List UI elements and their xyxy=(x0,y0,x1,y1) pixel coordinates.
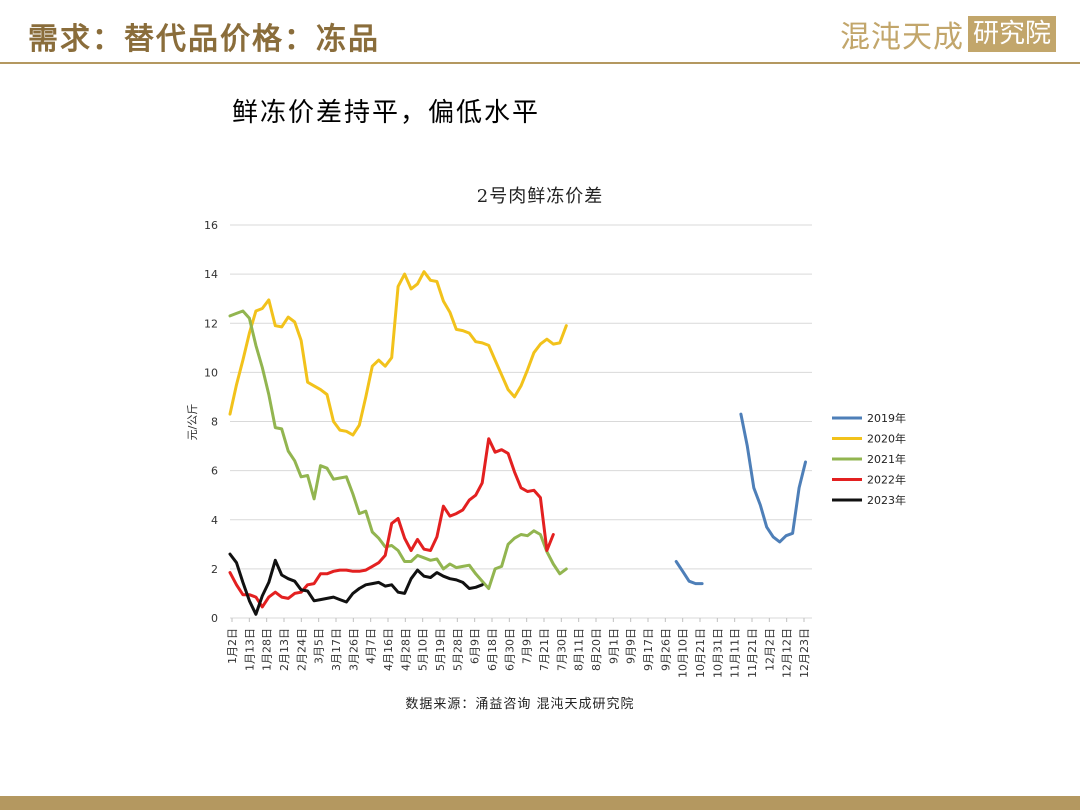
y-tick-label: 6 xyxy=(211,465,218,478)
x-tick-label: 4月28日 xyxy=(399,628,412,671)
y-axis-label: 元/公斤 xyxy=(186,404,199,441)
chart-legend: 2019年 2020年 2021年 2022年 2023年 xyxy=(832,411,906,507)
x-tick-label: 4月7日 xyxy=(365,628,378,664)
x-tick-label: 7月21日 xyxy=(538,628,551,671)
x-tick-label: 8月11日 xyxy=(573,628,586,671)
x-tick-label: 10月31日 xyxy=(711,628,724,678)
legend-label: 2022年 xyxy=(867,473,906,487)
legend-label: 2023年 xyxy=(867,493,906,507)
legend-label: 2020年 xyxy=(867,432,906,446)
series-line-2022年 xyxy=(228,437,555,609)
data-source-note: 数据来源：涌益咨询 混沌天成研究院 xyxy=(405,697,635,712)
y-tick-label: 2 xyxy=(211,563,218,576)
x-axis-ticks: 1月2日 1月13日 1月28日 2月13日 2月24日 3月5日 3月17日 3月26日 4月… xyxy=(226,618,811,678)
x-tick-label: 3月17日 xyxy=(330,628,343,671)
x-tick-label: 12月23日 xyxy=(798,628,811,678)
x-tick-label: 10月21日 xyxy=(694,628,707,678)
chart-gridlines xyxy=(230,224,812,619)
x-tick-label: 1月13日 xyxy=(243,628,256,671)
x-tick-label: 9月26日 xyxy=(659,628,672,671)
logo-box-text: 研究院 xyxy=(967,16,1056,52)
x-tick-label: 1月2日 xyxy=(226,628,239,664)
series-line-2023年 xyxy=(228,552,484,616)
y-tick-label: 10 xyxy=(204,366,218,379)
x-tick-label: 6月18日 xyxy=(486,628,499,671)
y-tick-label: 14 xyxy=(204,268,218,281)
x-tick-label: 5月28日 xyxy=(451,628,464,671)
x-tick-label: 9月9日 xyxy=(625,628,638,664)
x-tick-label: 2月13日 xyxy=(278,628,291,671)
x-tick-label: 3月5日 xyxy=(313,628,326,664)
x-tick-label: 9月17日 xyxy=(642,628,655,671)
company-logo: 混沌天成 研究院 xyxy=(840,12,1056,56)
series-line-2019年 xyxy=(674,560,704,586)
footer-bar xyxy=(0,796,1080,810)
x-tick-label: 4月16日 xyxy=(382,628,395,671)
chart-title: 2号肉鲜冻价差 xyxy=(476,186,604,207)
series-line-2021年 xyxy=(228,309,568,590)
series-line-2019年 xyxy=(739,412,807,544)
y-tick-label: 8 xyxy=(211,416,218,429)
logo-script-text: 混沌天成 xyxy=(839,20,964,55)
y-axis-ticks: 0 2 4 6 8 10 12 14 16 xyxy=(204,219,218,625)
x-tick-label: 2月24日 xyxy=(295,628,308,671)
x-tick-label: 7月30日 xyxy=(555,628,568,671)
header-divider xyxy=(0,62,1080,64)
x-tick-label: 9月1日 xyxy=(607,628,620,664)
x-tick-label: 3月26日 xyxy=(347,628,360,671)
x-tick-label: 12月12日 xyxy=(781,628,794,678)
chart-series-lines xyxy=(228,270,807,616)
y-tick-label: 12 xyxy=(204,317,218,330)
slide-subtitle: 鲜冻价差持平，偏低水平 xyxy=(232,98,541,128)
y-tick-label: 4 xyxy=(211,514,218,527)
x-tick-label: 12月2日 xyxy=(763,628,776,671)
x-tick-label: 1月28日 xyxy=(261,628,274,671)
x-tick-label: 11月21日 xyxy=(746,628,759,678)
x-tick-label: 8月20日 xyxy=(590,628,603,671)
x-tick-label: 6月30日 xyxy=(503,628,516,671)
series-line-2020年 xyxy=(228,270,568,437)
legend-label: 2019年 xyxy=(867,411,906,425)
x-tick-label: 10月10日 xyxy=(677,628,690,678)
x-tick-label: 11月11日 xyxy=(729,628,742,678)
x-tick-label: 7月9日 xyxy=(521,628,534,664)
page-header-title: 需求：替代品价格：冻品 xyxy=(28,22,380,57)
y-tick-label: 16 xyxy=(204,219,218,232)
legend-label: 2021年 xyxy=(867,452,906,466)
x-tick-label: 5月19日 xyxy=(434,628,447,671)
x-tick-label: 5月10日 xyxy=(417,628,430,671)
y-tick-label: 0 xyxy=(211,612,218,625)
x-tick-label: 6月9日 xyxy=(469,628,482,664)
